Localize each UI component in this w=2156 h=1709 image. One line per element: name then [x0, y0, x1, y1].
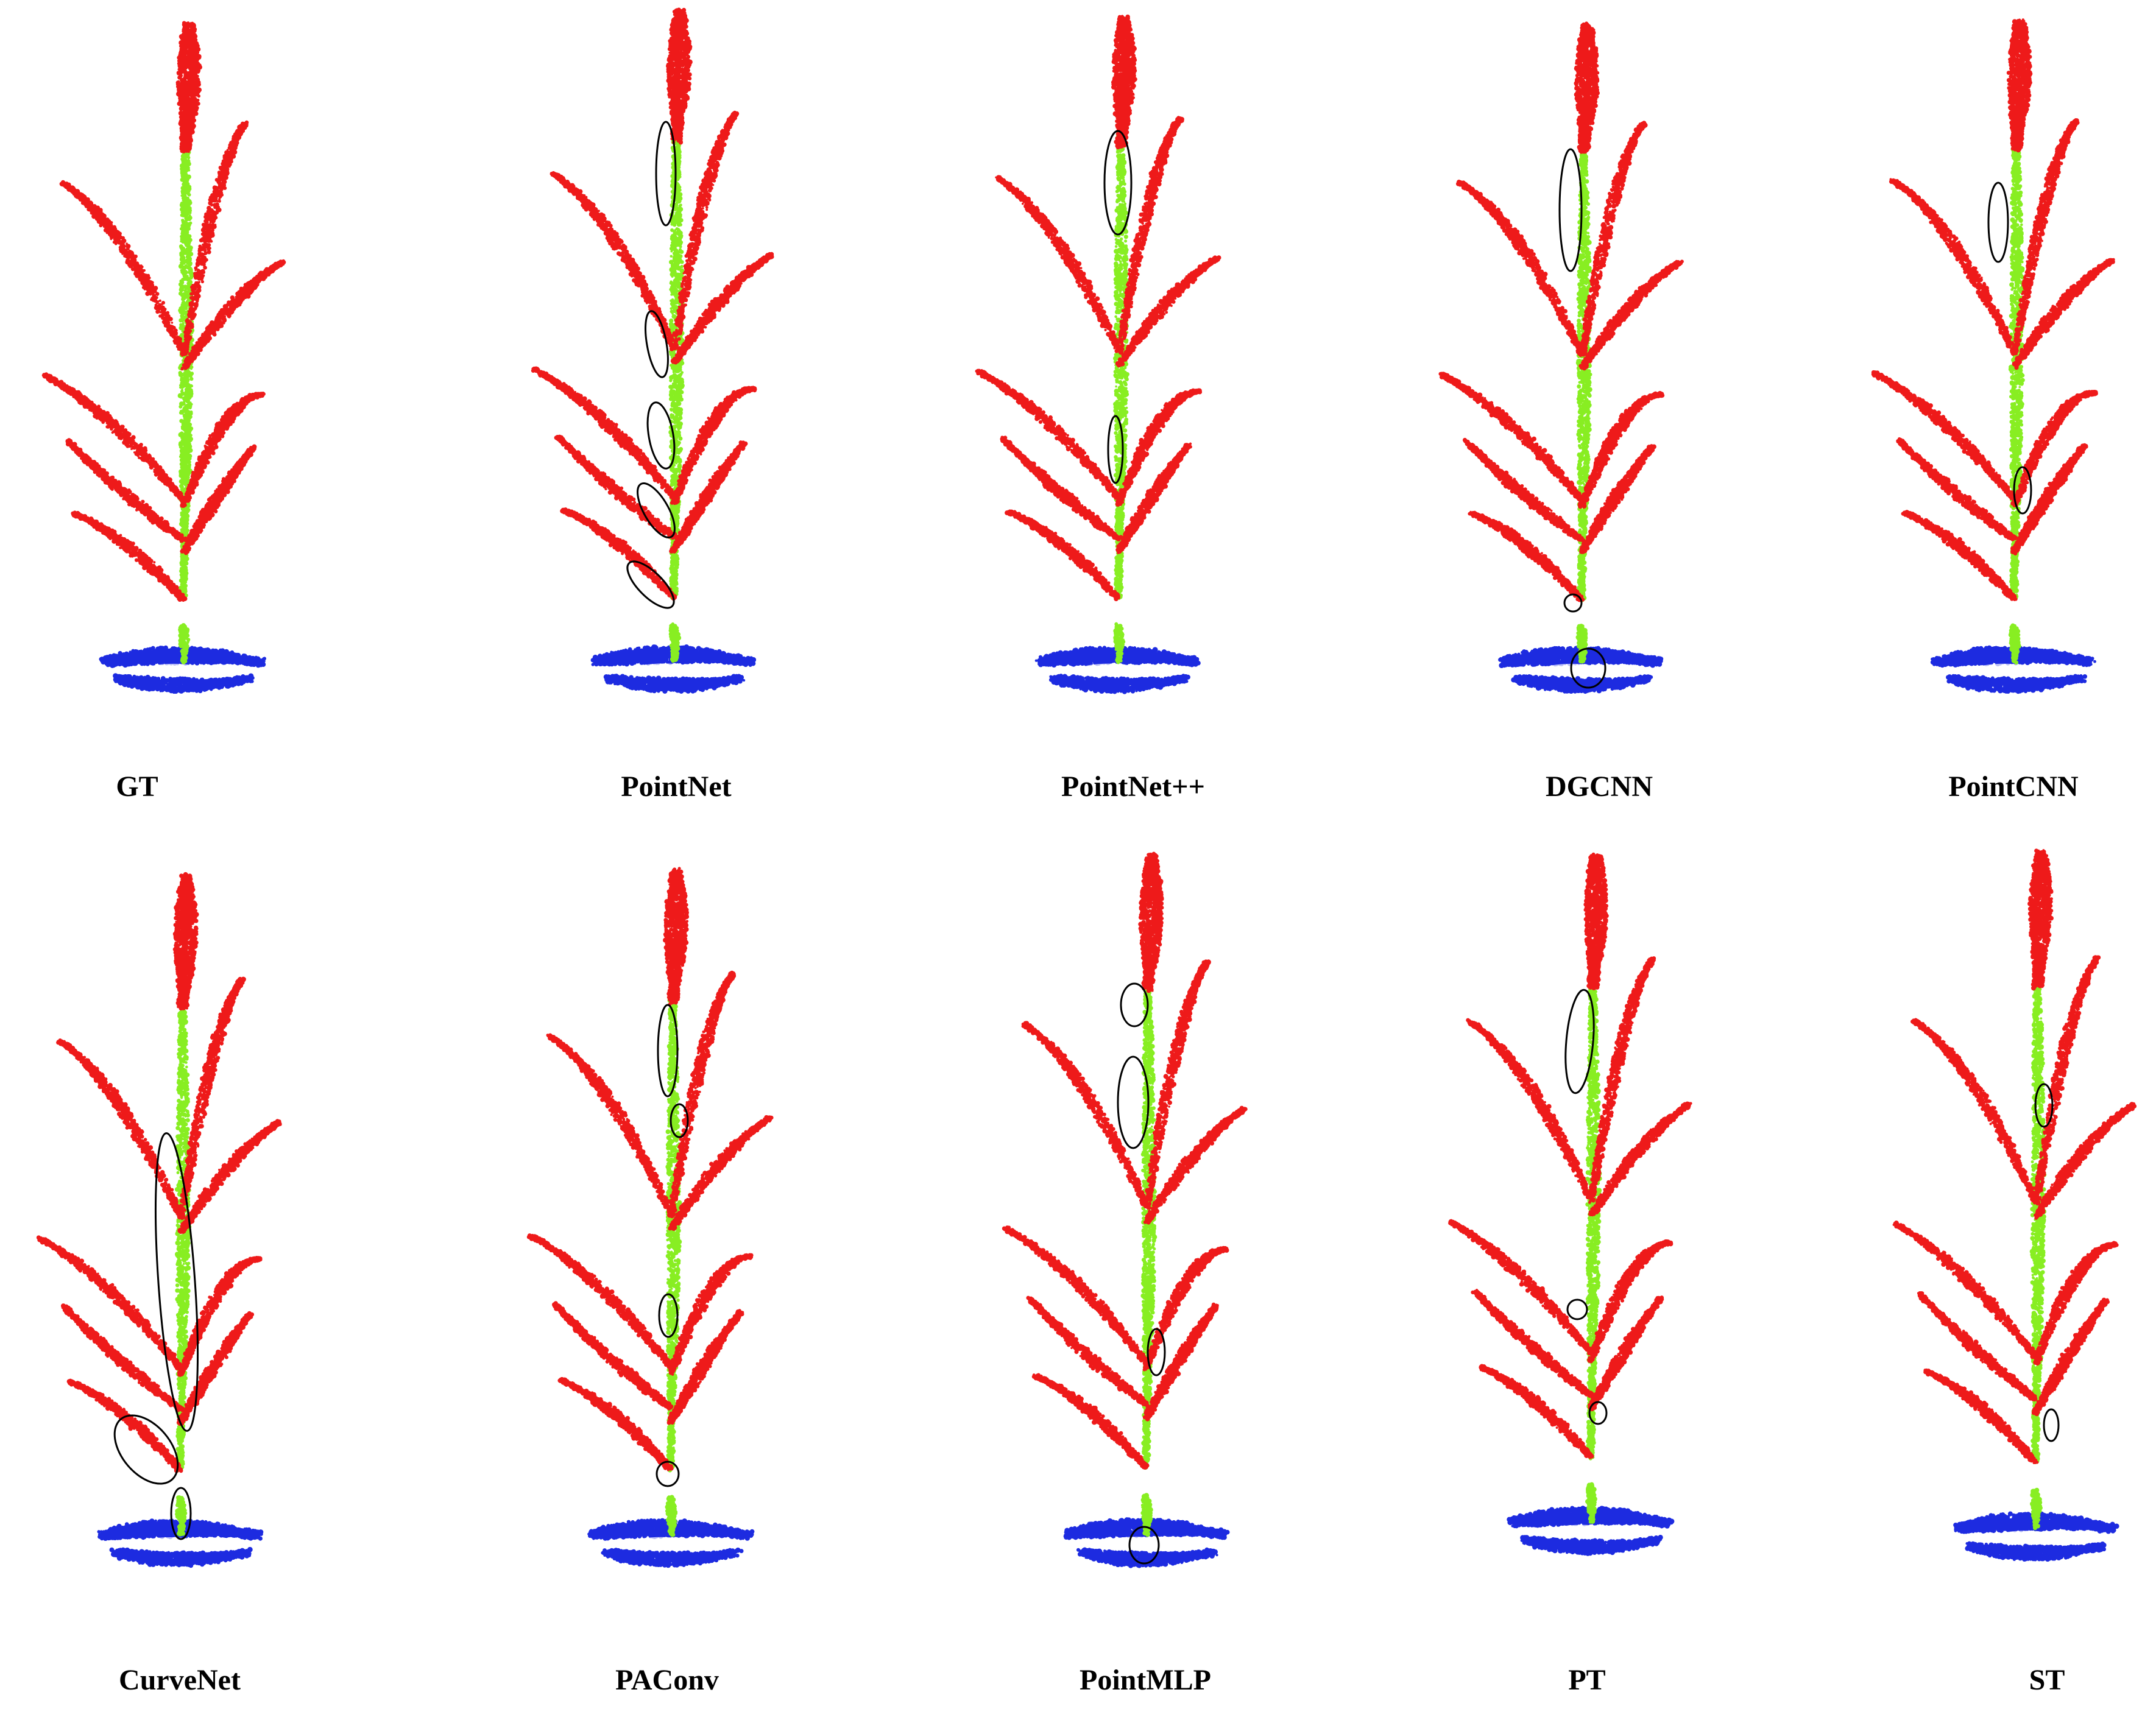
error-ellipse: [1570, 647, 1606, 689]
panel-label-st: ST: [2029, 1664, 2065, 1696]
error-ellipse: [657, 1004, 679, 1098]
error-ellipse: [1107, 415, 1124, 484]
plant-pointnet-pp: [975, 14, 1221, 694]
leaf-points: [41, 120, 286, 602]
error-ellipse: [1117, 1055, 1150, 1149]
tassel-points: [2027, 848, 2054, 991]
stem-points: [665, 987, 682, 1537]
error-ellipse: [656, 1461, 680, 1487]
error-ellipse: [1588, 1401, 1608, 1425]
leaf-points: [36, 976, 282, 1473]
error-ellipse: [2034, 1083, 2054, 1128]
error-ellipse: [1103, 130, 1133, 236]
tassel-points: [1574, 21, 1600, 154]
panel-label-pointnet-pp: PointNet++: [1061, 770, 1205, 803]
leaf-points: [1002, 959, 1248, 1470]
stem-points: [1112, 129, 1129, 664]
panel-label-dgcnn: DGCNN: [1546, 770, 1653, 803]
error-ellipse: [1120, 982, 1149, 1027]
error-ellipse: [637, 482, 676, 538]
error-ellipse: [155, 1132, 199, 1432]
plant-pt: [1448, 852, 1692, 1556]
tassel-points: [1583, 852, 1609, 991]
leaf-points: [531, 110, 774, 601]
tassel-points: [1111, 14, 1137, 150]
error-ellipse: [1128, 1526, 1160, 1565]
error-ellipse: [670, 1103, 689, 1138]
tassel-points: [175, 21, 202, 153]
leaf-points: [1438, 121, 1684, 602]
tassel-points: [666, 7, 693, 145]
panel-label-curvenet: CurveNet: [119, 1664, 241, 1696]
plant-pointmlp: [1002, 851, 1248, 1568]
plant-pointnet: [531, 7, 774, 694]
panel-label-gt: GT: [116, 770, 158, 803]
leaf-points: [1892, 955, 2137, 1464]
error-ellipse: [645, 310, 669, 378]
error-ellipse: [1566, 1298, 1588, 1320]
error-ellipse: [1987, 181, 2009, 263]
error-ellipse: [1564, 988, 1595, 1094]
error-ellipse: [626, 560, 675, 609]
panel-label-pt: PT: [1568, 1664, 1606, 1696]
stem-points: [174, 989, 192, 1537]
plant-dgcnn: [1438, 21, 1684, 694]
panel-label-paconv: PAConv: [615, 1664, 719, 1696]
tassel-points: [1138, 851, 1164, 993]
error-ellipse: [170, 1487, 192, 1540]
stem-points: [177, 133, 195, 664]
error-ellipse: [1563, 593, 1583, 613]
error-ellipse: [655, 121, 677, 227]
plant-paconv: [526, 867, 774, 1568]
stem-points: [668, 123, 685, 663]
stem-points: [2029, 970, 2047, 1531]
stem-points: [1140, 972, 1158, 1537]
stem-points: [2008, 132, 2026, 665]
plant-gt: [41, 21, 286, 694]
leaf-points: [1448, 956, 1692, 1459]
error-ellipse: [1147, 1328, 1166, 1376]
plant-pointcnn: [1871, 18, 2115, 694]
error-ellipse: [113, 1414, 179, 1485]
stem-points: [1585, 971, 1602, 1524]
panel-label-pointnet: PointNet: [621, 770, 732, 803]
tassel-points: [172, 872, 199, 1011]
error-ellipse: [1558, 148, 1583, 272]
tassel-points: [663, 867, 690, 1006]
plant-curvenet: [36, 872, 282, 1568]
panel-label-pointcnn: PointCNN: [1948, 770, 2079, 803]
error-ellipse: [658, 1293, 679, 1338]
error-ellipse: [2043, 1408, 2060, 1442]
leaf-points: [1871, 118, 2115, 601]
tassel-points: [2006, 18, 2033, 153]
panel-label-pointmlp: PointMLP: [1080, 1664, 1211, 1696]
leaf-points: [975, 116, 1221, 602]
error-ellipse: [646, 401, 676, 470]
plant-st: [1892, 848, 2137, 1562]
error-ellipse: [2013, 466, 2032, 515]
soil-points: [1034, 646, 1201, 694]
leaf-points: [526, 970, 774, 1471]
stem-points: [1575, 133, 1592, 664]
